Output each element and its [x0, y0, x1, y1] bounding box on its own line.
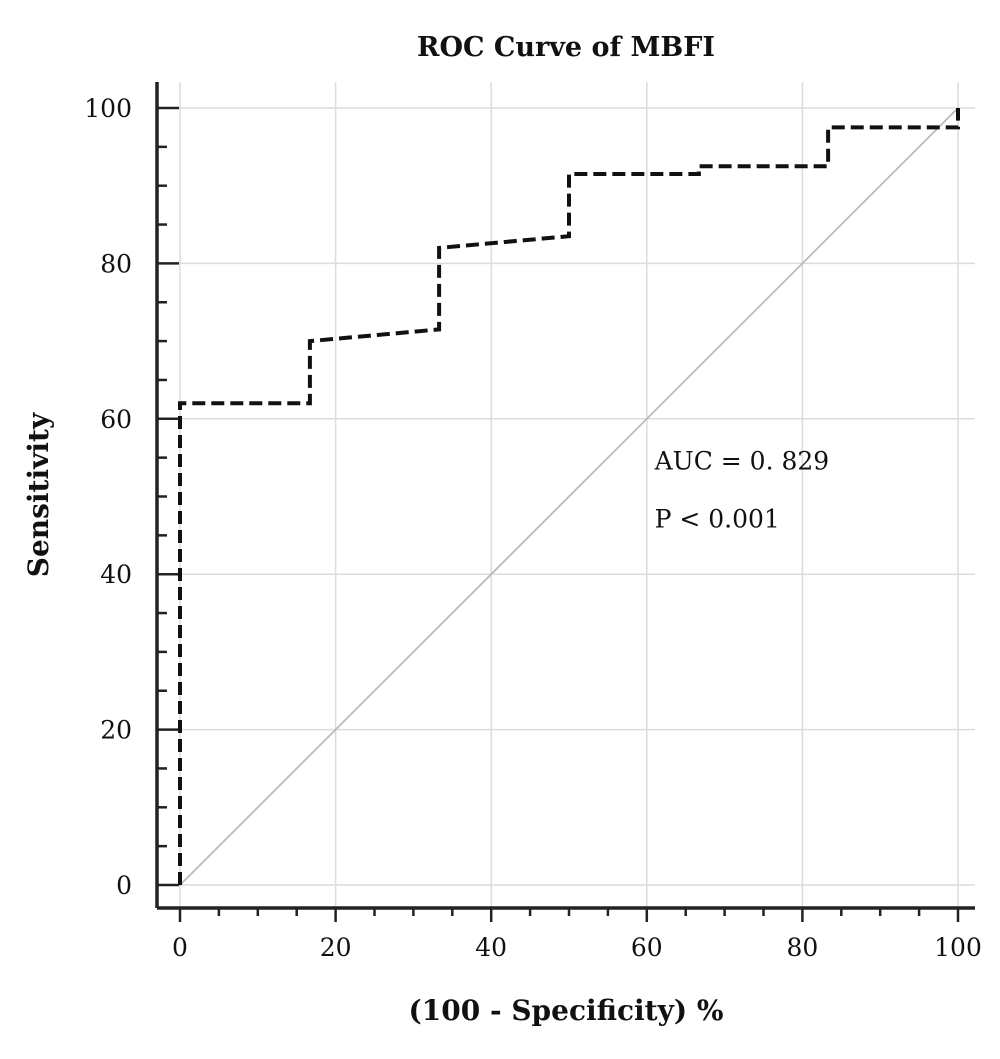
- y-tick-label-3: 60: [100, 405, 132, 434]
- y-tick-label-2: 40: [100, 560, 132, 589]
- x-tick-label-2: 40: [475, 933, 507, 962]
- y-tick-label-1: 20: [100, 716, 132, 745]
- y-tick-label-4: 80: [100, 249, 132, 278]
- y-tick-label-0: 0: [116, 871, 132, 900]
- reference-line-layer: [179, 107, 959, 886]
- y-tick-label-5: 100: [84, 94, 132, 123]
- x-tick-label-3: 60: [631, 933, 663, 962]
- x-tick-label-4: 80: [786, 933, 818, 962]
- x-tick-label-1: 20: [320, 933, 352, 962]
- grid: [157, 82, 975, 908]
- auc-annotation: AUC = 0. 829: [654, 446, 830, 475]
- y-tick-labels: 0 20 40 60 80 100: [84, 94, 132, 900]
- p-value-annotation: P < 0.001: [655, 505, 780, 534]
- roc-curve: [178, 108, 960, 885]
- chart-title: ROC Curve of MBFI: [417, 32, 715, 63]
- axes: [155, 82, 975, 922]
- reference-diagonal: [179, 107, 959, 886]
- y-axis-label: Sensitivity: [22, 412, 55, 577]
- roc-curve-layer: [178, 108, 960, 885]
- x-axis-label: (100 - Specificity) %: [409, 994, 724, 1027]
- x-tick-label-0: 0: [172, 933, 188, 962]
- x-tick-labels: 0 20 40 60 80 100: [172, 933, 982, 962]
- annotations: AUC = 0. 829 P < 0.001: [654, 446, 830, 533]
- x-tick-label-5: 100: [934, 933, 982, 962]
